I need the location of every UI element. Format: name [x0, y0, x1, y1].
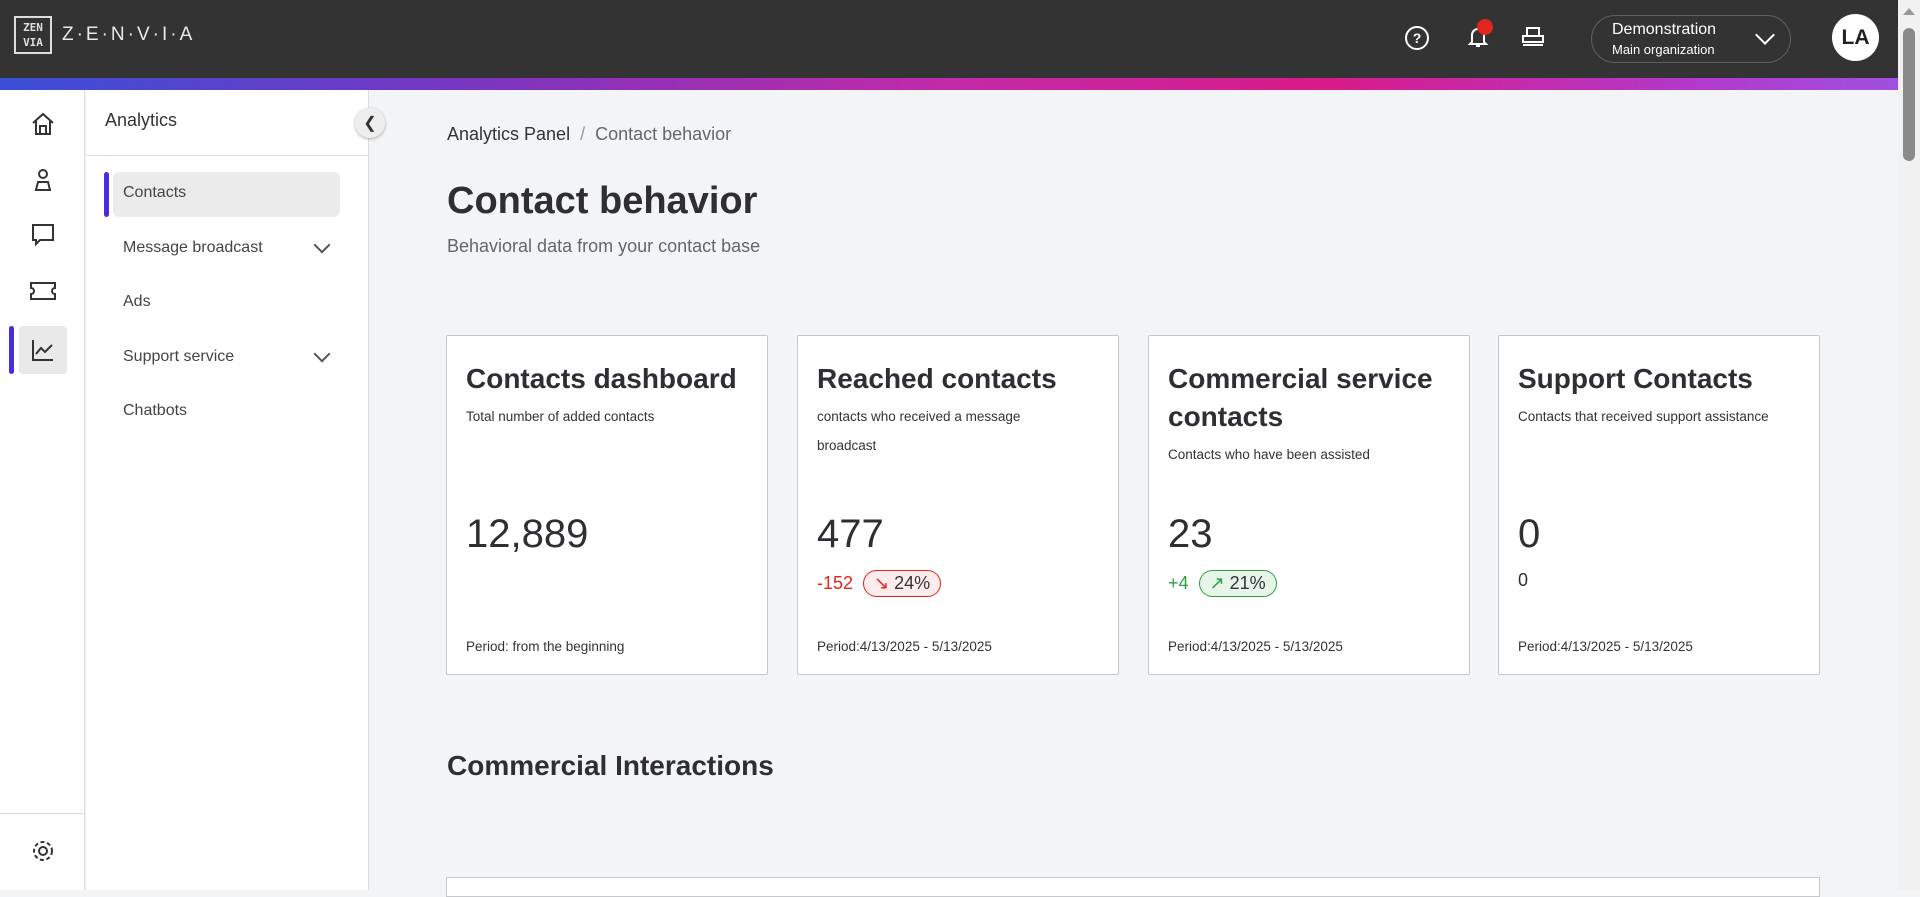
chevron-down-icon — [313, 345, 331, 363]
breadcrumb-current: Contact behavior — [595, 124, 732, 144]
scroll-thumb[interactable] — [1903, 28, 1915, 161]
card-desc: Contacts who have been assisted — [1168, 447, 1370, 462]
card-support-contacts: Support Contacts Contacts that received … — [1498, 335, 1820, 675]
card-title: Contacts dashboard — [466, 363, 737, 394]
card-period: Period:4/13/2025 - 5/13/2025 — [817, 639, 992, 654]
org-sub: Main organization — [1612, 42, 1715, 57]
card-contacts-dashboard: Contacts dashboard Total number of added… — [446, 335, 768, 675]
contacts-icon[interactable] — [19, 156, 67, 204]
breadcrumb-parent[interactable]: Analytics Panel — [447, 124, 571, 144]
chevron-down-icon — [313, 236, 331, 254]
page-title: Contact behavior — [447, 180, 758, 222]
analytics-submenu: Analytics Contacts Message broadcast Ads… — [86, 90, 369, 890]
page-subtitle: Behavioral data from your contact base — [447, 236, 761, 256]
scrollbar[interactable] — [1898, 0, 1920, 890]
submenu-item-ads[interactable]: Ads — [113, 281, 340, 326]
commercial-interactions-panel — [446, 877, 1820, 897]
zenvia-logo[interactable]: ZEN VIA Z·E·N·V·I·A — [14, 16, 195, 54]
breadcrumb: Analytics Panel / Contact behavior — [447, 124, 731, 145]
card-title: Support Contacts — [1518, 363, 1753, 394]
card-value: 12,889 — [466, 512, 589, 556]
card-desc: Contacts that received support assistanc… — [1518, 409, 1769, 424]
card-desc: contacts who received a message broadcas… — [817, 409, 1021, 453]
active-indicator — [9, 326, 14, 374]
submenu-item-contacts[interactable]: Contacts — [113, 172, 340, 217]
arrow-down-right-icon: ↘ — [874, 573, 890, 593]
avatar[interactable]: LA — [1832, 14, 1879, 61]
card-value: 0 — [1518, 512, 1541, 556]
logo-mark: ZEN VIA — [14, 16, 52, 54]
divider — [0, 813, 85, 814]
card-value: 477 — [817, 512, 884, 556]
item-label: Chatbots — [123, 402, 188, 419]
icon-rail — [0, 90, 85, 890]
notification-badge — [1477, 19, 1493, 35]
section-title: Commercial Interactions — [447, 750, 774, 781]
item-label: Support service — [123, 348, 235, 365]
card-commercial-service-contacts: Commercial service contacts Contacts who… — [1148, 335, 1470, 675]
card-delta: +4 — [1168, 573, 1189, 593]
org-name: Demonstration — [1612, 21, 1717, 38]
analytics-icon[interactable] — [19, 326, 67, 374]
item-label: Contacts — [123, 184, 187, 201]
submenu-item-chatbots[interactable]: Chatbots — [113, 390, 340, 435]
card-desc: Total number of added contacts — [466, 409, 655, 424]
submenu-item-support-service[interactable]: Support service — [113, 336, 340, 381]
printer-icon[interactable] — [1518, 22, 1548, 52]
arrow-up-right-icon: ↗ — [1209, 573, 1225, 593]
settings-icon[interactable] — [19, 827, 67, 875]
card-period: Period:4/13/2025 - 5/13/2025 — [1168, 639, 1343, 654]
card-delta: -152 — [817, 573, 854, 593]
trend-pct: 21% — [1229, 573, 1266, 593]
card-title: Reached contacts — [817, 363, 1057, 394]
divider — [86, 155, 369, 156]
item-label: Message broadcast — [123, 239, 263, 256]
trend-badge: ↘ 24% — [863, 570, 942, 597]
card-delta: 0 — [1518, 570, 1529, 590]
card-period: Period: from the beginning — [466, 639, 625, 654]
brand-gradient-bar — [0, 78, 1898, 90]
item-label: Ads — [123, 293, 151, 310]
breadcrumb-separator: / — [580, 124, 586, 144]
trend-badge: ↗ 21% — [1198, 570, 1277, 597]
collapse-sidebar-button[interactable]: ❮ — [355, 108, 385, 138]
card-value: 23 — [1168, 512, 1213, 556]
home-icon[interactable] — [19, 100, 67, 148]
help-icon[interactable]: ? — [1405, 26, 1429, 50]
top-bar: ZEN VIA Z·E·N·V·I·A ? Demonstration Main … — [0, 0, 1898, 78]
submenu-item-message-broadcast[interactable]: Message broadcast — [113, 227, 340, 272]
trend-pct: 24% — [894, 573, 931, 593]
chat-icon[interactable] — [19, 211, 67, 259]
active-indicator — [104, 172, 109, 217]
logo-text: Z·E·N·V·I·A — [62, 24, 196, 45]
card-period: Period:4/13/2025 - 5/13/2025 — [1518, 639, 1693, 654]
card-title: Commercial service contacts — [1168, 363, 1433, 432]
organization-selector[interactable]: Demonstration Main organization — [1591, 15, 1791, 63]
card-reached-contacts: Reached contacts contacts who received a… — [797, 335, 1119, 675]
scroll-up-arrow[interactable] — [1903, 8, 1915, 15]
ticket-icon[interactable] — [19, 267, 67, 315]
submenu-title: Analytics — [105, 110, 178, 130]
